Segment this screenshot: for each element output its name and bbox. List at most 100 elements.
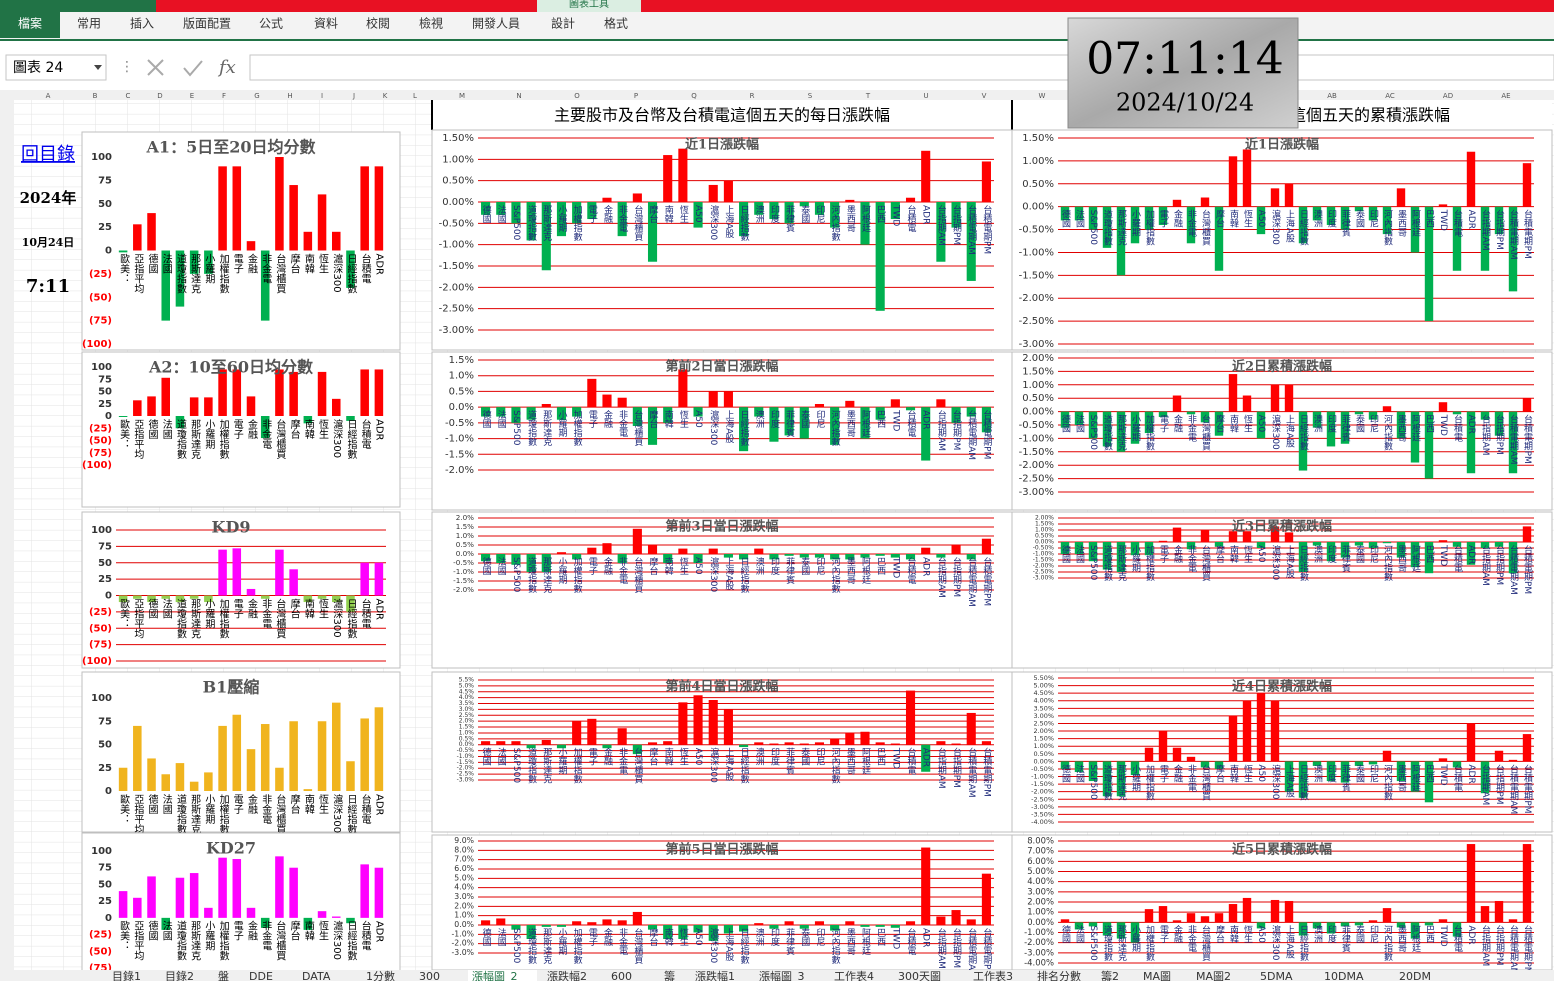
bar bbox=[951, 407, 961, 423]
bar bbox=[1452, 411, 1462, 415]
bar bbox=[1116, 542, 1126, 572]
cancel-button[interactable] bbox=[147, 59, 164, 76]
bar bbox=[1480, 206, 1490, 271]
sheet-tab[interactable]: 籌 bbox=[664, 970, 675, 981]
ribbon-tab[interactable]: 格式 bbox=[604, 16, 628, 31]
bar bbox=[556, 202, 567, 237]
bar bbox=[275, 549, 284, 596]
bar bbox=[1494, 900, 1504, 923]
bar bbox=[708, 184, 718, 202]
y-tick-label: -3.00% bbox=[439, 325, 474, 336]
dropdown[interactable] bbox=[94, 65, 102, 70]
x-tick-label: 電子 bbox=[231, 598, 243, 618]
sheet-tab[interactable]: MA圖 bbox=[1143, 970, 1171, 981]
sheet-tab[interactable]: 300 bbox=[419, 970, 440, 981]
chart: 8.00%7.00%6.00%5.00%4.00%3.00%2.00%1.00%… bbox=[1011, 834, 1553, 975]
bar bbox=[1200, 530, 1210, 542]
x-tick-label: ADR bbox=[1466, 210, 1476, 229]
sheet-tab[interactable]: 目錄1 bbox=[112, 969, 141, 981]
bar bbox=[346, 250, 355, 288]
x-tick-label: 台指期PM bbox=[951, 927, 962, 968]
sheet-tab[interactable]: DATA bbox=[302, 970, 331, 981]
bar bbox=[1396, 542, 1406, 558]
ribbon-tab[interactable]: 檢視 bbox=[419, 16, 443, 31]
x-tick-label: 南韓 bbox=[302, 252, 314, 274]
bar bbox=[1452, 542, 1462, 547]
x-tick-label: 非金電 bbox=[617, 556, 628, 584]
y-tick-label: -1.00% bbox=[439, 240, 474, 251]
ribbon-tab[interactable]: 公式 bbox=[259, 17, 283, 31]
sheet-tab[interactable]: 盤 bbox=[218, 970, 229, 981]
bar bbox=[161, 774, 170, 791]
y-tick-label: -2.00% bbox=[1031, 788, 1054, 796]
y-tick-label: 75 bbox=[98, 716, 112, 727]
ribbon-tab[interactable]: 校閱 bbox=[366, 16, 390, 31]
sheet-tab[interactable]: 漲幅圖_3 bbox=[759, 970, 805, 981]
bar bbox=[1522, 734, 1532, 762]
x-tick-label: 摩台 bbox=[648, 556, 659, 576]
sheet-tab[interactable]: 300天圖 bbox=[898, 970, 941, 981]
x-tick-label: A50 bbox=[1256, 925, 1266, 943]
bar bbox=[1494, 206, 1504, 235]
x-tick-label: 澳洲 bbox=[754, 747, 765, 766]
title-row bbox=[432, 100, 1552, 130]
y-tick-label: -3.00% bbox=[1019, 339, 1054, 350]
sheet-tab[interactable]: 目錄2 bbox=[165, 969, 194, 981]
name-box[interactable] bbox=[5, 54, 107, 81]
y-tick-label: 50 bbox=[98, 199, 112, 210]
sheet-tab[interactable]: 漲跌幅2 bbox=[547, 969, 587, 981]
bar bbox=[118, 416, 128, 417]
sheet-tab[interactable]: MA圖2 bbox=[1196, 970, 1231, 981]
x-tick-label: 歐美： bbox=[118, 418, 130, 449]
sheet-tab[interactable]: 5DMA bbox=[1260, 970, 1293, 981]
sheet-tab[interactable]: 20DM bbox=[1399, 970, 1431, 981]
x-tick-label: 台灣櫃買 bbox=[1200, 763, 1211, 801]
bar bbox=[374, 707, 384, 791]
sheet-tab[interactable]: DDE bbox=[249, 970, 273, 981]
toc-link[interactable]: 回目錄 bbox=[21, 144, 75, 165]
chart: 1.50% 1.00% 0.50% 0.00% -0.50% -1.00% -1.50% -2… bbox=[431, 129, 1013, 351]
sheet-tab[interactable]: 工作表4 bbox=[834, 969, 874, 981]
ribbon-tab[interactable]: 常用 bbox=[77, 17, 101, 31]
x-tick-label: ADR bbox=[373, 921, 384, 943]
chart-title: 近4日累積漲跌幅 bbox=[1232, 679, 1332, 695]
x-tick-label: 亞指平均 bbox=[132, 599, 144, 640]
bar bbox=[1256, 693, 1266, 762]
bar bbox=[1508, 759, 1518, 762]
sheet-tab[interactable]: 漲幅圖_2 bbox=[472, 970, 518, 981]
ribbon-tab[interactable]: 插入 bbox=[130, 17, 154, 31]
bar bbox=[1102, 206, 1112, 248]
x-tick-label: 加權指數 bbox=[1144, 210, 1155, 247]
sheet-tab[interactable]: 工作表3 bbox=[973, 969, 1013, 981]
formula-input[interactable] bbox=[249, 54, 1554, 81]
x-tick-label: 那斯達克 bbox=[189, 419, 201, 460]
x-tick-label: 澳洲 bbox=[1312, 544, 1323, 563]
x-tick-label: 台積電 bbox=[359, 418, 371, 449]
sheet-tab[interactable]: 1分數 bbox=[366, 970, 395, 981]
enter-button[interactable] bbox=[183, 60, 203, 77]
bar bbox=[1214, 206, 1224, 271]
sheet-tab[interactable]: 10DMA bbox=[1324, 970, 1364, 981]
x-tick-label: 摩台 bbox=[288, 793, 300, 815]
sheet-tab[interactable]: 600 bbox=[611, 970, 632, 981]
bar bbox=[1340, 761, 1350, 783]
bar bbox=[799, 407, 809, 439]
sheet-tab[interactable]: 排名分數 bbox=[1037, 969, 1081, 981]
chart-title: 第前2日當日漲跌幅 bbox=[665, 359, 778, 375]
x-tick-label: 摩台 bbox=[648, 747, 659, 767]
sheet-tab[interactable]: 漲跌幅1 bbox=[695, 969, 735, 981]
sheet-tab[interactable]: 籌2 bbox=[1101, 970, 1119, 981]
x-tick-label: 台積電 bbox=[359, 793, 371, 824]
x-tick-label: 台積電 bbox=[1452, 763, 1463, 791]
ribbon-tab[interactable]: 開發人員 bbox=[472, 16, 520, 31]
bar bbox=[118, 891, 128, 918]
bar bbox=[814, 554, 825, 558]
fx-button[interactable]: fx bbox=[217, 57, 236, 78]
ribbon-tab[interactable]: 檔案 bbox=[18, 16, 42, 31]
ribbon-tab[interactable]: 資料 bbox=[314, 17, 338, 31]
ribbon-tab[interactable]: 設計 bbox=[551, 16, 575, 31]
x-tick-label: ADR bbox=[921, 205, 931, 224]
ribbon-tab[interactable]: 版面配置 bbox=[183, 17, 231, 31]
x-tick-label: 電子 bbox=[587, 205, 598, 223]
